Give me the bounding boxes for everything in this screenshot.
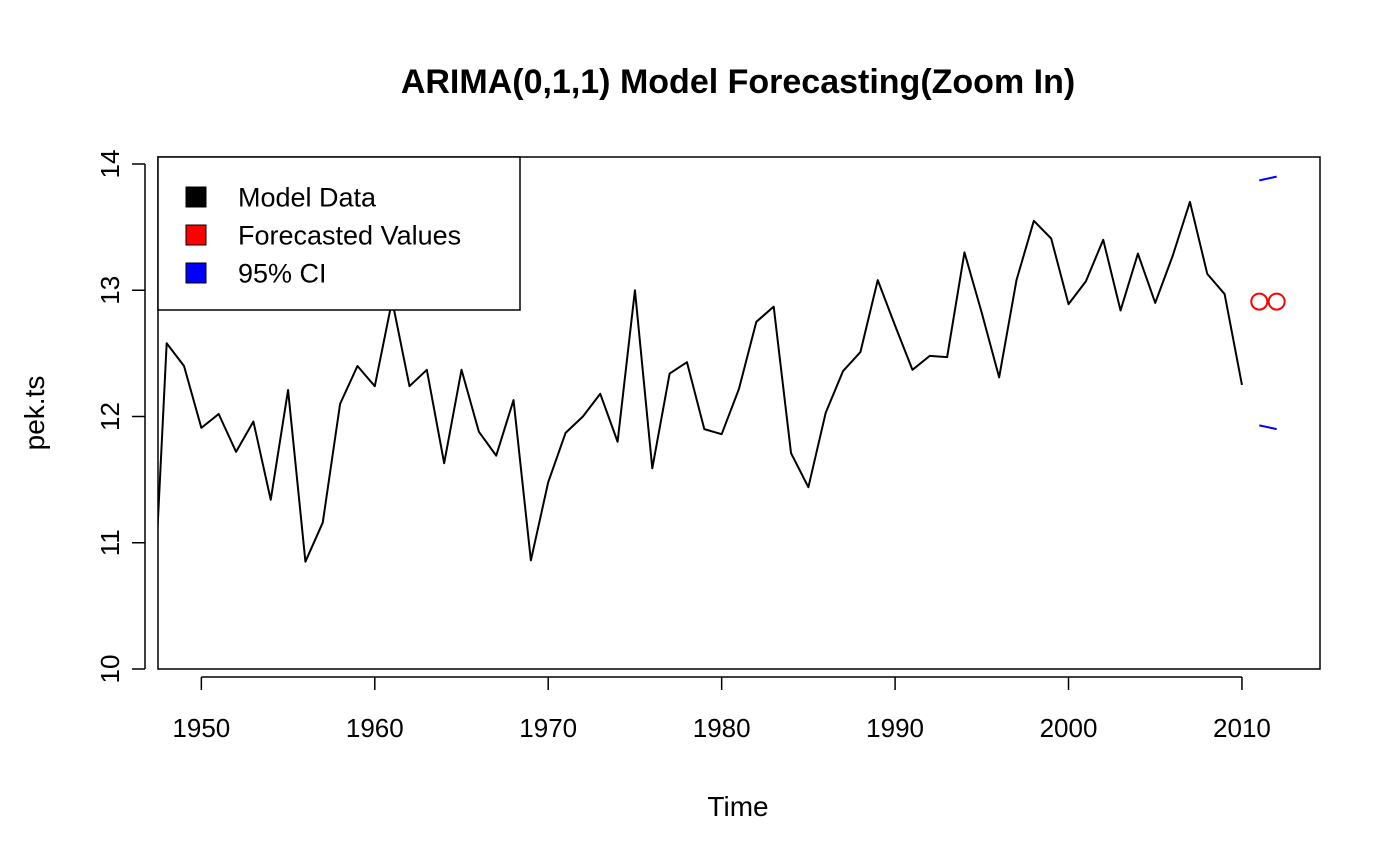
model-data-line	[158, 200, 1243, 563]
y-axis-label: pek.ts	[19, 376, 50, 451]
plot-frame	[157, 156, 1321, 670]
forecasted-values-point-2011	[1250, 292, 1269, 311]
legend-swatch-2	[185, 262, 207, 284]
legend-swatch-1	[185, 224, 207, 246]
95-ci-upper-line	[1259, 175, 1277, 182]
x-tick-label-1960: 1960	[346, 713, 404, 743]
legend-label-2: 95% CI	[238, 258, 327, 288]
x-tick-label-2010: 2010	[1213, 713, 1271, 743]
y-tick-label-10: 10	[95, 655, 125, 684]
legend-label-1: Forecasted Values	[238, 220, 461, 250]
chart-title: ARIMA(0,1,1) Model Forecasting(Zoom In)	[401, 63, 1075, 101]
95-ci-lower-line	[1259, 424, 1277, 431]
x-tick-label-1990: 1990	[866, 713, 924, 743]
forecasted-values-point-2012	[1267, 292, 1286, 311]
legend-label-0: Model Data	[238, 182, 377, 212]
y-tick-label-14: 14	[95, 150, 125, 179]
legend: Model Data Forecasted Values 95% CI	[157, 156, 521, 311]
plot-area	[158, 175, 1286, 563]
x-tick-label-1950: 1950	[172, 713, 230, 743]
x-tick-label-1980: 1980	[693, 713, 751, 743]
y-axis: 10 11 12 13 14	[95, 150, 146, 684]
y-tick-label-11: 11	[95, 529, 125, 556]
legend-box	[157, 156, 521, 311]
x-axis: 1950 1960 1970 1980 1990 2000 2010	[172, 676, 1271, 743]
y-tick-label-12: 12	[95, 402, 125, 431]
y-tick-label-13: 13	[95, 276, 125, 305]
legend-swatch-0	[185, 186, 207, 208]
x-axis-label: Time	[707, 791, 768, 822]
x-tick-label-2000: 2000	[1040, 713, 1098, 743]
x-tick-label-1970: 1970	[519, 713, 577, 743]
